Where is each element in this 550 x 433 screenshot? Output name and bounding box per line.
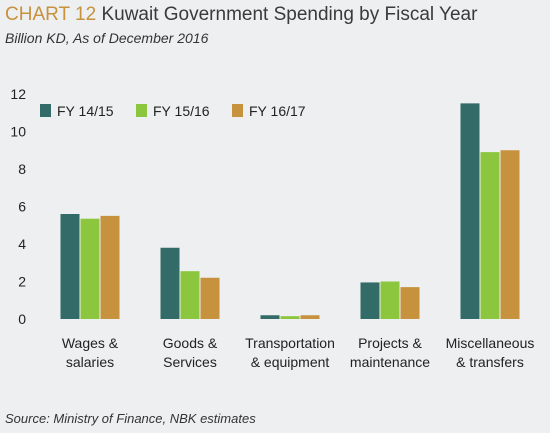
x-category-label: Transportation <box>245 335 335 351</box>
x-category-label: & transfers <box>456 354 524 370</box>
bar-fy-16-17-0 <box>100 215 120 319</box>
y-tick-label: 8 <box>18 161 26 177</box>
y-axis: 0 2 4 6 8 10 12 <box>10 86 26 327</box>
bar-fy-15-16-0 <box>80 218 100 319</box>
bar-fy-15-16-3 <box>380 281 400 319</box>
bar-fy-14-15-0 <box>60 214 80 319</box>
chart-number-label: CHART 12 <box>5 4 97 25</box>
chart-subtitle: Billion KD, As of December 2016 <box>5 30 209 46</box>
chart-title: CHART 12 Kuwait Government Spending by F… <box>5 4 477 26</box>
legend-swatch <box>40 104 51 117</box>
x-category-label: Wages & <box>62 335 119 351</box>
y-tick-label: 4 <box>18 236 26 252</box>
legend-label: FY 15/16 <box>153 103 210 119</box>
x-category-label: salaries <box>66 354 114 370</box>
bar-fy-16-17-3 <box>400 287 420 319</box>
bar-fy-16-17-2 <box>300 315 320 319</box>
y-tick-label: 12 <box>10 86 26 102</box>
bar-fy-16-17-4 <box>500 150 520 319</box>
bar-fy-16-17-1 <box>200 277 220 319</box>
x-axis-labels: Wages & salaries Goods & Services Transporta… <box>62 335 535 370</box>
bars <box>60 103 520 319</box>
legend-label: FY 14/15 <box>57 103 114 119</box>
x-category-label: & equipment <box>251 354 330 370</box>
y-tick-label: 10 <box>10 124 26 140</box>
bar-fy-15-16-1 <box>180 271 200 319</box>
legend-label: FY 16/17 <box>249 103 306 119</box>
x-category-label: Miscellaneous <box>446 335 535 351</box>
bar-fy-15-16-4 <box>480 152 500 319</box>
y-tick-label: 0 <box>18 311 26 327</box>
legend-swatch <box>136 104 147 117</box>
x-category-label: Services <box>163 354 217 370</box>
source-note: Source: Ministry of Finance, NBK estimat… <box>5 411 256 426</box>
bar-fy-14-15-1 <box>160 247 180 319</box>
x-category-label: Goods & <box>163 335 218 351</box>
x-category-label: maintenance <box>350 354 430 370</box>
legend: FY 14/15 FY 15/16 FY 16/17 <box>40 103 306 119</box>
bar-fy-14-15-3 <box>360 282 380 319</box>
legend-swatch <box>232 104 243 117</box>
y-tick-label: 2 <box>18 274 26 290</box>
x-category-label: Projects & <box>358 335 422 351</box>
y-tick-label: 6 <box>18 199 26 215</box>
bar-fy-14-15-2 <box>260 315 280 319</box>
bar-fy-14-15-4 <box>460 103 480 319</box>
chart-title-text: Kuwait Government Spending by Fiscal Yea… <box>101 4 478 25</box>
bar-fy-15-16-2 <box>280 316 300 319</box>
